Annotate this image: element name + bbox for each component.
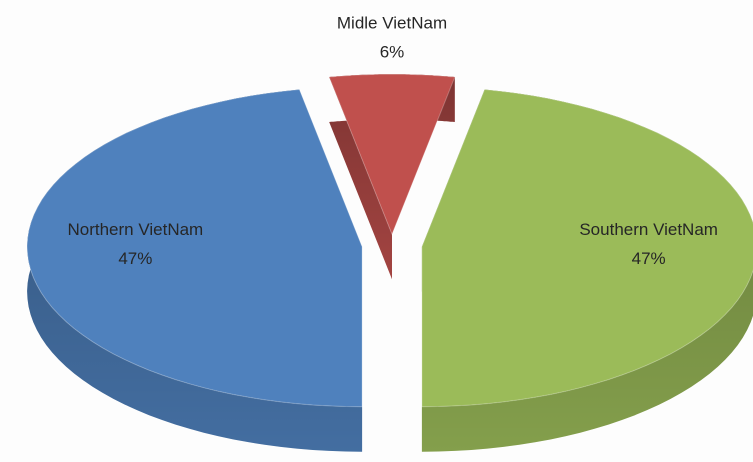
slice-top	[26, 88, 363, 408]
slice-value-label: 47%	[118, 249, 152, 268]
slice-label: Southern VietNam	[579, 220, 718, 239]
slice	[26, 88, 363, 452]
slice-value-label: 47%	[632, 249, 666, 268]
slice-label: Midle VietNam	[337, 14, 447, 33]
slice-top	[328, 73, 456, 236]
slice-label: Northern VietNam	[67, 220, 203, 239]
slice	[421, 88, 753, 452]
slice-value-label: 6%	[380, 43, 405, 62]
slice-top	[421, 88, 753, 408]
slice	[328, 73, 456, 280]
